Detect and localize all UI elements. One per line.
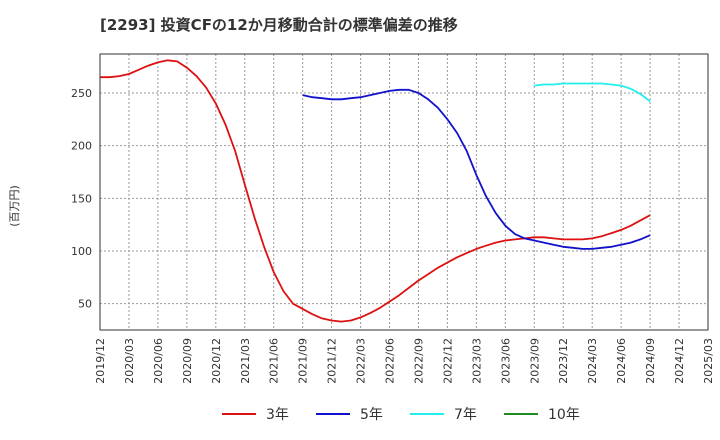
legend-swatch: [316, 413, 350, 415]
series-line: [100, 59, 651, 323]
legend-label: 10年: [548, 407, 580, 423]
x-tick-label: 2020/12: [210, 338, 223, 384]
y-tick-label: 200: [71, 140, 92, 153]
x-tick-label: 2023/09: [528, 338, 541, 384]
x-tick-label: 2024/09: [644, 338, 657, 384]
x-tick-label: 2021/06: [268, 338, 281, 384]
x-tick-label: 2024/06: [615, 338, 628, 384]
plot-frame: [99, 53, 709, 331]
legend-swatch: [504, 413, 538, 415]
legend-label: 5年: [360, 407, 383, 423]
legend-label: 7年: [454, 407, 477, 423]
x-tick-label: 2021/12: [326, 338, 339, 384]
series-line: [302, 88, 651, 250]
x-tick-label: 2022/03: [355, 338, 368, 384]
y-axis-label: (百万円): [8, 185, 21, 227]
y-tick-label: 150: [71, 192, 92, 205]
chart-title: [2293] 投資CFの12か月移動合計の標準偏差の推移: [100, 16, 458, 34]
x-tick-label: 2021/09: [297, 338, 310, 384]
x-tick-label: 2023/06: [499, 338, 512, 384]
series-lines: [100, 59, 651, 323]
x-tick-label: 2023/03: [470, 338, 483, 384]
legend: 3年 5年 7年 10年: [0, 402, 720, 426]
x-tick-label: 2024/12: [673, 338, 686, 384]
x-tick-label: 2022/06: [384, 338, 397, 384]
y-tick-label: 250: [71, 87, 92, 100]
x-tick-label: 2022/09: [412, 338, 425, 384]
series-line: [534, 82, 651, 103]
y-tick-label: 50: [78, 298, 92, 311]
x-tick-label: 2020/03: [123, 338, 136, 384]
x-tick-label: 2024/03: [586, 338, 599, 384]
x-tick-label: 2021/03: [239, 338, 252, 384]
legend-swatch: [410, 413, 444, 415]
x-tick-label: 2020/09: [181, 338, 194, 384]
x-axis-ticks: 2019/12 2020/03 2020/06 2020/09 2020/12 2021/…: [94, 338, 715, 384]
legend-swatch: [222, 413, 256, 415]
x-tick-label: 2023/12: [557, 338, 570, 384]
x-tick-label: 2025/03: [702, 338, 715, 384]
y-axis-ticks: 50 100 150 200 250: [71, 87, 92, 311]
x-tick-label: 2020/06: [152, 338, 165, 384]
grid: [99, 54, 709, 330]
x-tick-label: 2019/12: [94, 338, 107, 384]
x-tick-label: 2022/12: [441, 338, 454, 384]
y-tick-label: 100: [71, 245, 92, 258]
legend-label: 3年: [266, 407, 289, 423]
